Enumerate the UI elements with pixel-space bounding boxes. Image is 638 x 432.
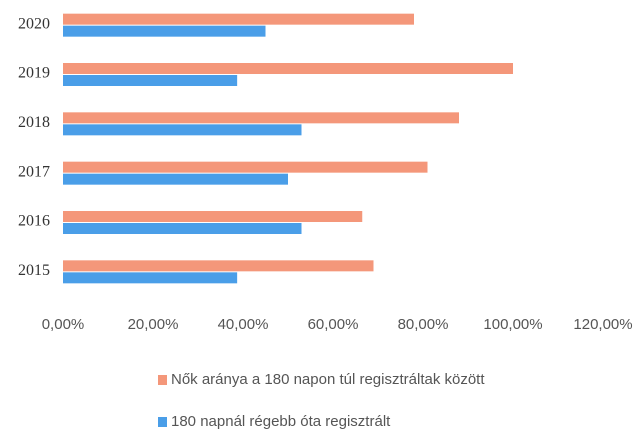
bar [63,260,374,272]
y-tick-label: 2016 [18,213,50,230]
y-tick-label: 2015 [18,262,50,279]
x-tick-label: 100,00% [483,316,542,333]
y-tick-label: 2017 [18,163,50,180]
y-tick-label: 2019 [18,65,50,82]
bar [63,161,428,173]
bar [63,211,363,222]
y-tick-label: 2020 [18,15,50,32]
bar [63,112,459,124]
x-tick-label: 60,00% [308,316,359,333]
legend-swatch [158,375,167,385]
legend-label: Nők aránya a 180 napon túl regisztráltak… [171,371,485,388]
x-tick-label: 40,00% [218,316,269,333]
x-tick-label: 80,00% [398,316,449,333]
legend-swatch [158,417,167,427]
legend-label: 180 napnál régebb óta regisztrált [171,413,391,430]
bar [63,173,288,185]
bar [63,13,414,25]
y-tick-label: 2018 [18,114,50,131]
x-tick-label: 0,00% [42,316,85,333]
bar [63,75,238,86]
bar [63,223,302,234]
bar [63,124,302,136]
bar [63,272,238,284]
bar [63,25,266,37]
bar [63,63,513,74]
x-tick-label: 20,00% [128,316,179,333]
x-tick-label: 120,00% [573,316,632,333]
